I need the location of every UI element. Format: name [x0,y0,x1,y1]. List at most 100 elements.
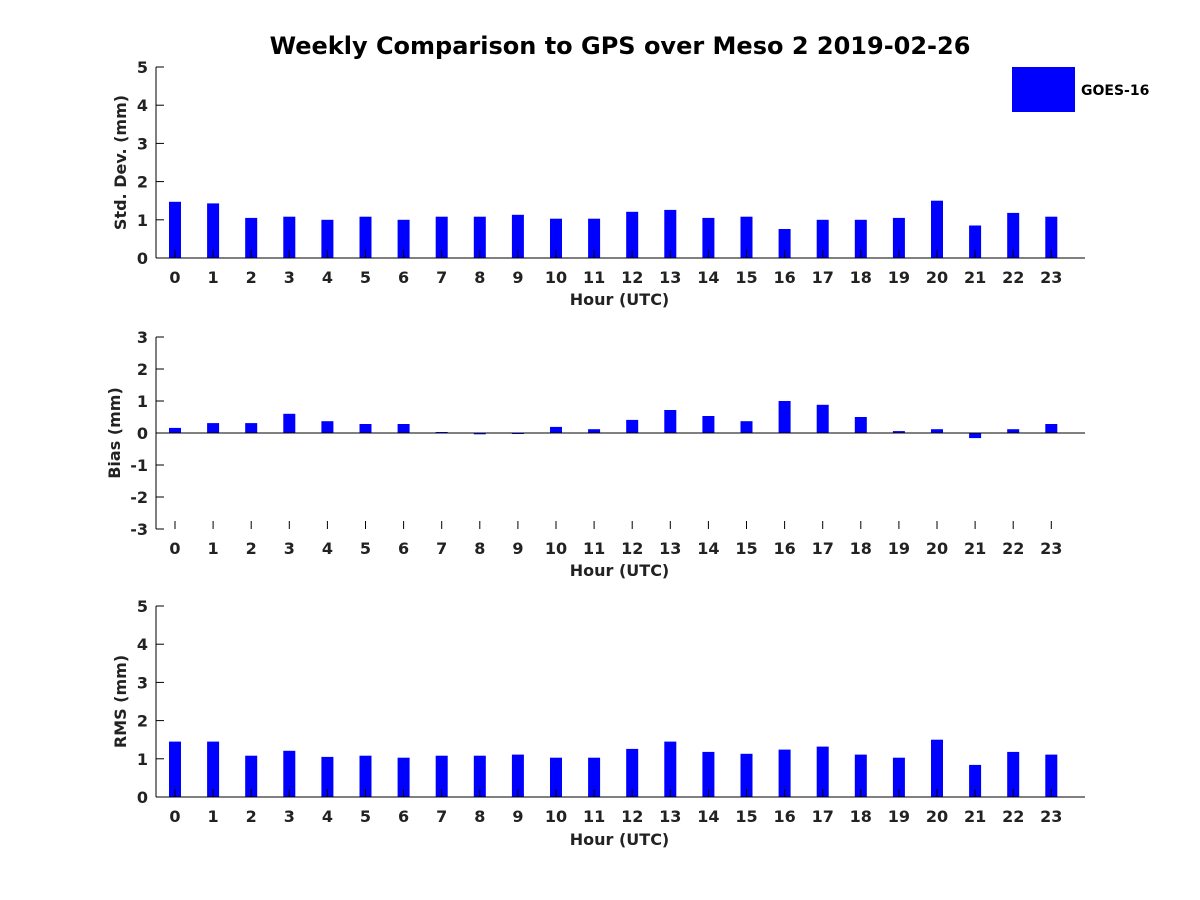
std-dev-x-tick-label: 20 [926,268,948,287]
std-dev-bar-13 [664,209,677,258]
bias-x-axis-label: Hour (UTC) [570,561,670,580]
bias-x-tick-label: 2 [246,539,257,558]
bias-bar-12 [626,419,639,433]
std-dev-y-tick-label: 2 [137,173,148,192]
bias-x-tick-label: 18 [850,539,872,558]
bias-x-tick-label: 17 [812,539,834,558]
bias-bar-22 [1007,429,1020,433]
std-dev-bar-9 [511,214,524,258]
bias-x-tick-label: 7 [436,539,447,558]
std-dev-y-tick-label: 0 [137,249,148,268]
std-dev-x-tick-label: 17 [812,268,834,287]
rms-x-tick-label: 7 [436,807,447,826]
std-dev-bar-6 [397,219,410,258]
rms-bar-11 [588,757,601,797]
rms-x-tick-label: 4 [322,807,333,826]
bias-x-tick-label: 10 [545,539,567,558]
rms-bar-0 [169,741,181,797]
bias-x-tick-label: 11 [583,539,605,558]
std-dev-x-tick-label: 5 [360,268,371,287]
rms-bar-1 [207,741,220,797]
rms-x-tick-label: 2 [246,807,257,826]
rms-bar-7 [435,755,448,797]
std-dev-bar-10 [550,218,562,258]
bias-y-tick-label: 0 [137,424,148,443]
rms-bar-9 [511,754,524,797]
bias-bar-3 [283,413,296,433]
std-dev-x-tick-label: 12 [621,268,643,287]
legend: GOES-16 [1012,67,1149,112]
bias-x-tick-label: 3 [284,539,295,558]
bias-x-tick-label: 21 [964,539,986,558]
bias-x-tick-label: 1 [208,539,219,558]
bias-bar-1 [207,423,220,433]
rms-bar-2 [245,755,258,797]
std-dev-bar-20 [931,200,943,258]
bias-y-tick-label: 3 [137,328,148,347]
bias-y-axis-label: Bias (mm) [105,387,124,479]
bias-bar-14 [702,416,715,433]
bias-bar-0 [169,427,181,433]
rms-y-tick-label: 5 [137,597,148,616]
bias-y-tick-label: -3 [130,520,148,539]
std-dev-bar-17 [816,219,829,258]
std-dev-x-tick-label: 18 [850,268,872,287]
bias-x-tick-label: 20 [926,539,948,558]
rms-x-tick-label: 21 [964,807,986,826]
std-dev-bar-5 [359,216,372,258]
std-dev-x-tick-label: 21 [964,268,986,287]
std-dev-x-tick-label: 3 [284,268,295,287]
rms-bar-3 [283,750,296,797]
std-dev-x-tick-label: 15 [735,268,757,287]
bias-bar-21 [969,433,982,439]
std-dev-x-tick-label: 1 [208,268,219,287]
std-dev-x-tick-label: 23 [1040,268,1062,287]
rms-x-tick-label: 15 [735,807,757,826]
rms-x-tick-label: 16 [773,807,795,826]
rms-x-tick-label: 20 [926,807,948,826]
rms-x-tick-label: 22 [1002,807,1024,826]
bias-x-tick-label: 19 [888,539,910,558]
std-dev-bar-11 [588,218,601,258]
rms-bar-4 [321,756,334,797]
std-dev-bar-23 [1045,216,1058,258]
rms-x-tick-label: 3 [284,807,295,826]
std-dev-bar-21 [969,225,982,258]
bias-bar-11 [588,429,601,433]
rms-x-tick-label: 8 [474,807,485,826]
std-dev-bar-1 [207,203,220,258]
bias-y-tick-label: -2 [130,488,148,507]
std-dev-y-tick-label: 5 [137,58,148,77]
rms-x-tick-label: 23 [1040,807,1062,826]
rms-x-tick-label: 1 [208,807,219,826]
bias-bar-16 [778,401,791,433]
rms-bar-14 [702,751,715,797]
rms-x-axis-label: Hour (UTC) [570,830,670,849]
bias-bar-5 [359,424,372,433]
rms-bar-21 [969,764,982,797]
rms-x-tick-label: 19 [888,807,910,826]
bias-x-tick-label: 23 [1040,539,1062,558]
rms-bar-15 [740,753,753,797]
rms-bar-17 [816,746,829,797]
bias-bar-4 [321,421,334,433]
std-dev-bar-15 [740,216,753,258]
std-dev-bar-7 [435,216,448,258]
bias-bar-17 [816,404,829,433]
bias-x-tick-label: 8 [474,539,485,558]
bias-y-tick-label: 1 [137,392,148,411]
std-dev-bar-16 [778,229,791,258]
std-dev-x-tick-label: 8 [474,268,485,287]
legend-label: GOES-16 [1081,83,1149,99]
std-dev-x-tick-label: 16 [773,268,795,287]
std-dev-bar-2 [245,217,258,258]
rms-x-tick-label: 13 [659,807,681,826]
std-dev-y-axis-label: Std. Dev. (mm) [111,95,130,230]
std-dev-bar-12 [626,211,639,258]
std-dev-y-tick-label: 1 [137,211,148,230]
std-dev-y-tick-label: 3 [137,134,148,153]
rms-x-tick-label: 5 [360,807,371,826]
